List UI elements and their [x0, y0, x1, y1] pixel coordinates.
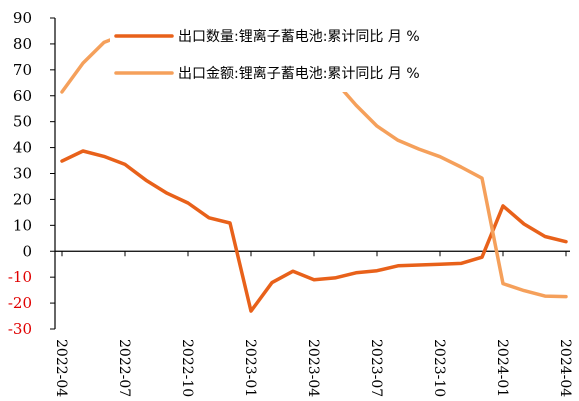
- legend-background: [110, 20, 502, 92]
- y-tick-label: 60: [13, 87, 32, 105]
- data-point: [543, 235, 547, 238]
- data-point: [480, 177, 484, 180]
- data-point: [207, 216, 211, 219]
- y-tick-label: 90: [13, 9, 32, 27]
- data-point: [312, 278, 316, 281]
- data-point: [480, 256, 484, 259]
- y-tick-label: -10: [8, 268, 32, 286]
- x-tick-label: 2024-04: [557, 339, 573, 397]
- data-point: [291, 270, 295, 273]
- data-point: [354, 103, 358, 107]
- data-point: [543, 294, 547, 298]
- data-point: [165, 192, 169, 195]
- y-tick-label: 40: [13, 139, 32, 157]
- data-point: [249, 309, 253, 313]
- data-point: [102, 155, 106, 158]
- data-point: [459, 262, 463, 265]
- data-point: [123, 163, 127, 166]
- data-point: [333, 276, 337, 280]
- y-tick-label: 30: [13, 165, 32, 183]
- data-point: [438, 155, 442, 158]
- series-line-1: [60, 149, 568, 313]
- y-tick-label: 80: [13, 35, 32, 53]
- y-tick-label: 50: [13, 113, 32, 131]
- y-tick-label: 70: [13, 61, 32, 79]
- data-point: [417, 147, 421, 151]
- legend-label-1: 出口数量:锂离子蓄电池:累计同比 月 %: [178, 28, 420, 45]
- y-tick-label: 0: [22, 242, 32, 260]
- x-axis: 2022-04 2022-07 2022-10 2023-01 2023-04 2023-…: [53, 250, 573, 397]
- data-point: [396, 264, 400, 267]
- legend-label-2: 出口金额:锂离子蓄电池:累计同比 月 %: [178, 65, 420, 82]
- y-tick-label: 10: [13, 216, 32, 234]
- x-tick-label: 2024-01: [494, 339, 510, 397]
- x-tick-label: 2023-01: [242, 339, 258, 397]
- y-tick-label: -30: [8, 320, 32, 338]
- data-point: [522, 289, 526, 292]
- data-point: [60, 90, 64, 94]
- data-point: [564, 240, 568, 243]
- data-point: [501, 282, 505, 285]
- data-point: [144, 179, 148, 182]
- y-tick-label: 20: [13, 190, 32, 208]
- legend: 出口数量:锂离子蓄电池:累计同比 月 % 出口金额:锂离子蓄电池:累计同比 月 %: [110, 20, 502, 92]
- data-point: [396, 139, 400, 142]
- data-point: [102, 41, 106, 44]
- x-tick-label: 2022-07: [116, 339, 132, 397]
- x-tick-label: 2023-04: [305, 339, 321, 397]
- x-tick-label: 2023-10: [431, 339, 447, 397]
- data-point: [459, 165, 463, 169]
- data-point: [564, 295, 568, 298]
- x-tick-label: 2023-07: [368, 339, 384, 397]
- data-point: [81, 61, 85, 65]
- x-tick-label: 2022-04: [53, 339, 69, 397]
- data-point: [186, 201, 190, 205]
- y-tick-label: -20: [8, 294, 32, 312]
- data-point: [354, 271, 358, 274]
- data-point: [438, 263, 442, 266]
- data-point: [81, 149, 85, 153]
- data-point: [60, 159, 64, 163]
- x-tick-label: 2022-10: [179, 339, 195, 397]
- data-point: [501, 204, 505, 208]
- data-point: [375, 269, 379, 272]
- data-point: [417, 263, 421, 267]
- y-axis: -30 -20 -10 0 10 20 30 40 50 60 70 80 90: [8, 9, 56, 338]
- data-point: [228, 221, 232, 225]
- data-point: [270, 281, 274, 284]
- data-point: [522, 222, 526, 226]
- data-point: [375, 124, 379, 128]
